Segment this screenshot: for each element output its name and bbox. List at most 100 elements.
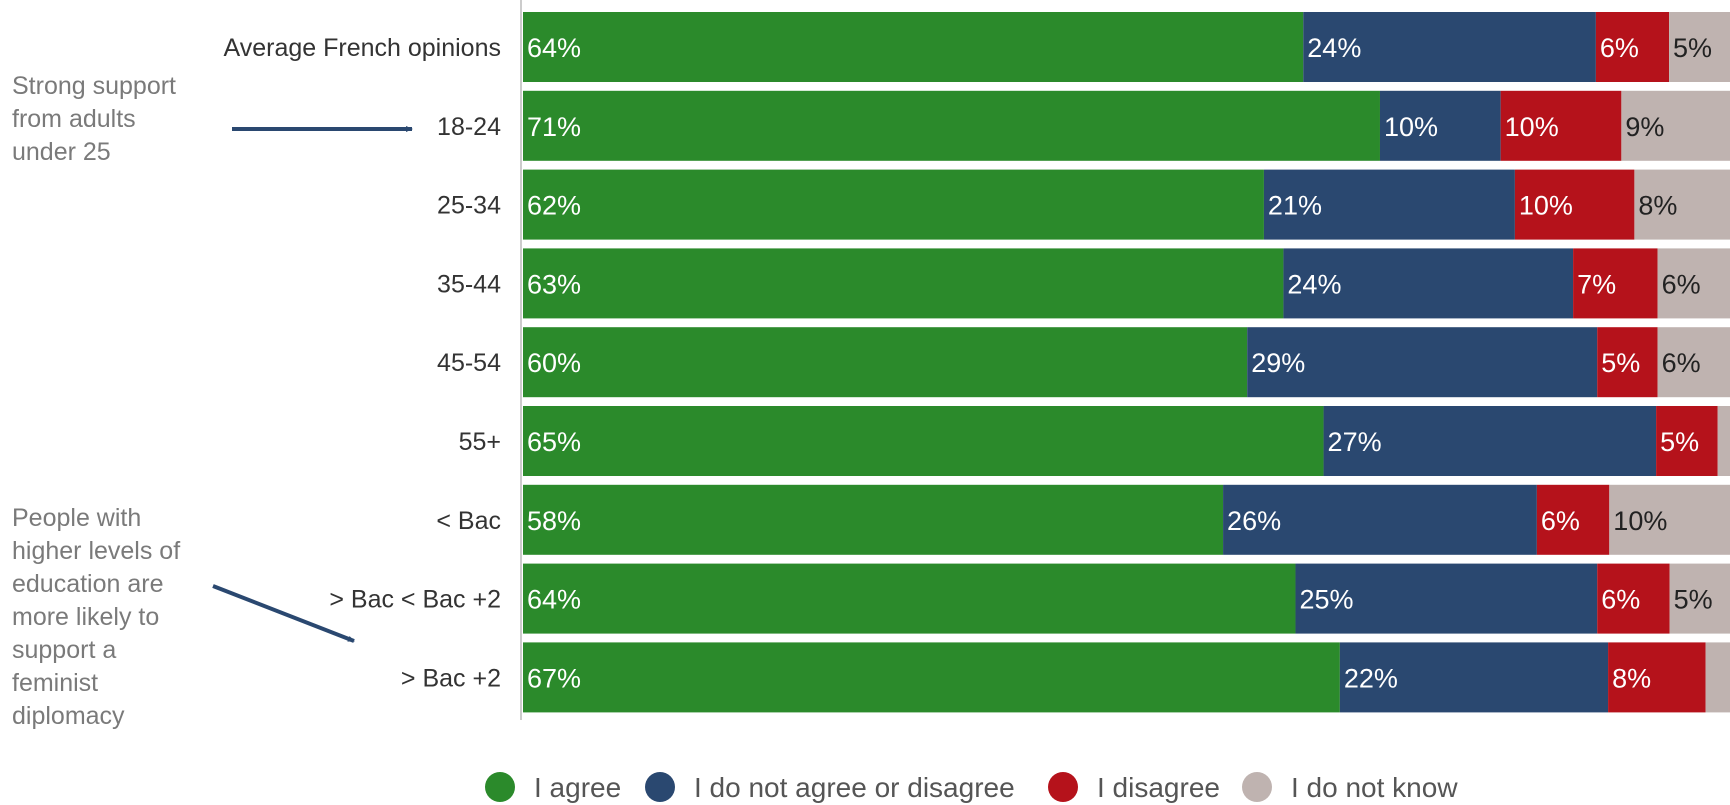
data-label-i-do-not-know-bac-bac-2: 5% — [1674, 585, 1713, 615]
legend-label-i-do-not-know: I do not know — [1291, 772, 1458, 803]
data-label-i-agree-bac: 58% — [527, 506, 581, 536]
data-label-i-disagree-35-44: 7% — [1577, 269, 1616, 299]
category-label-bac-bac-2: > Bac < Bac +2 — [329, 586, 501, 614]
annotation-arrow-2 — [212, 584, 355, 643]
data-label-i-do-not-know-45-54: 6% — [1662, 348, 1701, 378]
data-label-i-disagree-bac: 6% — [1541, 506, 1580, 536]
bar-i-disagree-average-french-opinions — [1595, 12, 1670, 82]
bar-i-disagree-18-24 — [1500, 90, 1622, 161]
bar-i-do-not-agree-or-disagree-35-44 — [1283, 248, 1574, 319]
bar-i-disagree-bac-2 — [1608, 642, 1706, 713]
legend-label-i-agree: I agree — [534, 772, 621, 803]
data-label-i-agree-bac-2: 67% — [527, 663, 581, 693]
data-label-i-disagree-average-french-opinions: 6% — [1600, 33, 1639, 63]
data-label-i-agree-average-french-opinions: 64% — [527, 33, 581, 63]
annotation-line: support a — [12, 636, 117, 664]
data-label-i-agree-55: 65% — [527, 427, 581, 457]
bar-i-do-not-agree-or-disagree-bac — [1223, 484, 1537, 555]
annotation-line: People with — [12, 504, 142, 532]
category-label-average-french-opinions: Average French opinions — [224, 34, 502, 62]
bar-i-do-not-agree-or-disagree-average-french-opinions — [1303, 12, 1596, 82]
bar-i-do-not-know-45-54 — [1657, 327, 1730, 398]
data-label-i-agree-35-44: 63% — [527, 269, 581, 299]
bar-i-disagree-25-34 — [1514, 169, 1635, 240]
data-label-i-agree-bac-bac-2: 64% — [527, 585, 581, 615]
bar-i-do-not-agree-or-disagree-bac-2 — [1339, 642, 1609, 713]
data-label-i-agree-25-34: 62% — [527, 191, 581, 221]
annotation-line: education are — [12, 570, 164, 598]
legend-label-i-disagree: I disagree — [1097, 772, 1220, 803]
data-label-i-do-not-agree-or-disagree-18-24: 10% — [1384, 112, 1438, 142]
bar-i-agree-bac-2 — [523, 642, 1340, 713]
bar-i-agree-bac — [523, 484, 1224, 555]
legend-marker-i-do-not-know — [1242, 772, 1272, 802]
bar-i-disagree-55 — [1656, 406, 1718, 476]
annotation-line: Strong support — [12, 72, 176, 100]
bar-i-do-not-know-average-french-opinions — [1669, 12, 1730, 82]
data-label-i-do-not-agree-or-disagree-35-44: 24% — [1287, 269, 1341, 299]
legend: I agree I do not agree or disagree I disag… — [485, 772, 1458, 803]
category-label-bac-2: > Bac +2 — [401, 664, 501, 692]
bar-i-do-not-know-25-34 — [1634, 169, 1730, 240]
bar-i-agree-55 — [523, 406, 1324, 476]
data-label-i-do-not-agree-or-disagree-45-54: 29% — [1251, 348, 1305, 378]
bar-i-do-not-know-bac-2 — [1705, 642, 1730, 713]
annotation-line: more likely to — [12, 603, 160, 631]
data-label-i-agree-18-24: 71% — [527, 112, 581, 142]
category-label-bac: < Bac — [436, 507, 501, 535]
annotation-line: feminist — [12, 669, 99, 697]
annotation-under-25: Strong support from adults under 25 — [12, 70, 176, 169]
category-label-25-34: 25-34 — [437, 192, 501, 220]
legend-marker-i-disagree — [1048, 772, 1078, 802]
data-label-i-disagree-55: 5% — [1660, 427, 1699, 457]
bar-i-do-not-know-bac-bac-2 — [1669, 563, 1730, 634]
category-label-35-44: 35-44 — [437, 270, 501, 298]
annotation-line: from adults — [12, 105, 136, 133]
bar-i-agree-18-24 — [523, 90, 1380, 161]
category-labels: Average French opinions 18-24 25-34 35-44 45… — [224, 34, 502, 692]
bar-i-do-not-agree-or-disagree-55 — [1323, 406, 1657, 476]
bar-i-disagree-35-44 — [1573, 248, 1658, 319]
annotation-line: diplomacy — [12, 702, 125, 730]
bar-i-agree-bac-bac-2 — [523, 563, 1296, 634]
bar-i-do-not-agree-or-disagree-45-54 — [1247, 327, 1598, 398]
data-label-i-do-not-know-average-french-opinions: 5% — [1673, 33, 1712, 63]
data-label-i-do-not-know-bac: 10% — [1613, 506, 1667, 536]
data-label-i-do-not-know-25-34: 8% — [1638, 191, 1677, 221]
annotation-education: People with higher levels of education are… — [12, 502, 180, 733]
data-label-i-disagree-25-34: 10% — [1519, 191, 1573, 221]
data-label-i-do-not-agree-or-disagree-55: 27% — [1328, 427, 1382, 457]
data-label-i-disagree-bac-bac-2: 6% — [1601, 585, 1640, 615]
data-label-i-do-not-agree-or-disagree-average-french-opinions: 24% — [1307, 33, 1361, 63]
category-label-45-54: 45-54 — [437, 349, 501, 377]
bars-group: 64% 24% 6% 5% 71% 10% 10% 9% 62% 21% 10% 8% 63% 24% 7%… — [523, 12, 1730, 713]
data-label-i-do-not-agree-or-disagree-bac-bac-2: 25% — [1299, 585, 1353, 615]
bar-i-agree-average-french-opinions — [523, 12, 1304, 82]
annotation-line: under 25 — [12, 138, 111, 166]
data-label-i-do-not-agree-or-disagree-25-34: 21% — [1268, 191, 1322, 221]
legend-label-i-do-not-agree-or-disagree: I do not agree or disagree — [694, 772, 1015, 803]
data-label-i-do-not-know-18-24: 9% — [1625, 112, 1664, 142]
bar-i-do-not-agree-or-disagree-bac-bac-2 — [1295, 563, 1598, 634]
category-label-18-24: 18-24 — [437, 113, 501, 141]
data-label-i-disagree-45-54: 5% — [1601, 348, 1640, 378]
data-label-i-agree-45-54: 60% — [527, 348, 581, 378]
bar-i-do-not-agree-or-disagree-18-24 — [1379, 90, 1501, 161]
bar-i-disagree-bac — [1536, 484, 1610, 555]
legend-marker-i-agree — [485, 772, 515, 802]
bar-i-do-not-know-bac — [1609, 484, 1730, 555]
data-label-i-disagree-18-24: 10% — [1505, 112, 1559, 142]
category-label-55: 55+ — [459, 428, 501, 456]
annotation-line: higher levels of — [12, 537, 181, 565]
bar-i-agree-35-44 — [523, 248, 1284, 319]
bar-i-do-not-agree-or-disagree-25-34 — [1263, 169, 1515, 240]
bar-i-agree-25-34 — [523, 169, 1264, 240]
bar-i-disagree-45-54 — [1597, 327, 1658, 398]
data-label-i-do-not-agree-or-disagree-bac-2: 22% — [1344, 663, 1398, 693]
data-label-i-do-not-know-35-44: 6% — [1662, 269, 1701, 299]
bar-i-agree-45-54 — [523, 327, 1248, 398]
bar-i-disagree-bac-bac-2 — [1597, 563, 1670, 634]
data-label-i-disagree-bac-2: 8% — [1612, 663, 1651, 693]
data-label-i-do-not-agree-or-disagree-bac: 26% — [1227, 506, 1281, 536]
